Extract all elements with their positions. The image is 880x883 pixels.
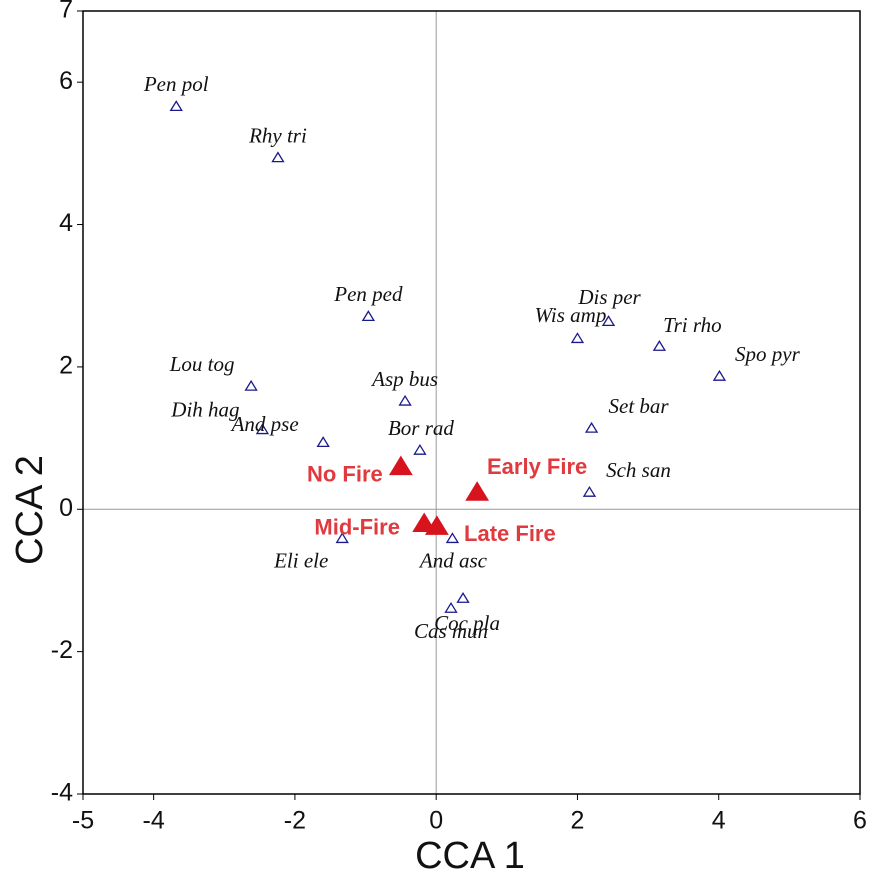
- species-marker: [582, 485, 597, 497]
- species-label: Bor rad: [388, 416, 454, 440]
- species-label: Spo pyr: [735, 342, 801, 366]
- species-marker: [316, 436, 330, 448]
- y-tick-label: 7: [59, 0, 73, 24]
- y-axis-title: CCA 2: [9, 455, 51, 565]
- species-marker: [244, 379, 258, 391]
- treatment-label: No Fire: [307, 461, 383, 486]
- y-tick-label: 4: [59, 209, 73, 237]
- x-tick-label: -2: [284, 807, 306, 835]
- species-marker: [445, 532, 460, 544]
- plot-frame: [82, 10, 861, 795]
- species-marker: [271, 151, 285, 163]
- species-label: Coc pla: [434, 611, 500, 635]
- species-label: Eli ele: [273, 548, 328, 572]
- species-label: Lou tog: [169, 352, 235, 376]
- x-tick-label: 0: [429, 807, 443, 835]
- species-marker: [444, 601, 458, 613]
- species-marker: [456, 592, 470, 603]
- species-marker: [255, 423, 270, 435]
- x-tick-label: 4: [712, 807, 726, 835]
- treatment-label: Mid-Fire: [314, 514, 400, 539]
- y-tick-label: 2: [59, 352, 73, 380]
- treatment-label: Early Fire: [487, 454, 587, 479]
- treatment-marker: [412, 512, 437, 533]
- species-label: Rhy tri: [248, 123, 307, 147]
- y-tick-label: -4: [51, 779, 73, 807]
- species-marker: [570, 332, 585, 344]
- treatment-label: Late Fire: [464, 521, 556, 546]
- species-label: Sch san: [606, 458, 671, 482]
- species-label: Cas mun: [414, 619, 488, 643]
- species-marker: [361, 310, 376, 322]
- x-tick-label: 6: [853, 807, 867, 835]
- species-marker: [652, 340, 667, 351]
- species-marker: [601, 315, 616, 327]
- species-label: Dih hag: [170, 397, 239, 421]
- x-tick-label: 2: [571, 807, 585, 835]
- species-label: And pse: [230, 412, 299, 436]
- species-label: Asp bus: [370, 367, 438, 391]
- species-marker: [398, 394, 412, 406]
- species-marker: [584, 421, 599, 433]
- y-tick-label: 6: [59, 67, 73, 95]
- species-label: Set bar: [609, 394, 670, 418]
- species-marker: [169, 100, 183, 112]
- species-label: Tri rho: [663, 313, 722, 337]
- treatment-marker: [424, 515, 449, 535]
- x-tick-label: -5: [72, 807, 94, 835]
- treatment-marker: [388, 455, 413, 476]
- x-tick-label: -4: [143, 807, 165, 835]
- species-label: Pen pol: [143, 72, 209, 96]
- species-label: Wis amp: [535, 303, 607, 327]
- species-marker: [335, 532, 349, 544]
- species-marker: [712, 369, 727, 381]
- species-label: And asc: [418, 548, 488, 572]
- species-marker: [413, 443, 427, 455]
- species-label: Pen ped: [333, 282, 403, 306]
- species-label: Dis per: [577, 285, 641, 309]
- x-axis-title: CCA 1: [415, 835, 525, 877]
- y-tick-label: -2: [51, 636, 73, 664]
- y-tick-label: 0: [59, 494, 73, 522]
- treatment-marker: [465, 481, 490, 501]
